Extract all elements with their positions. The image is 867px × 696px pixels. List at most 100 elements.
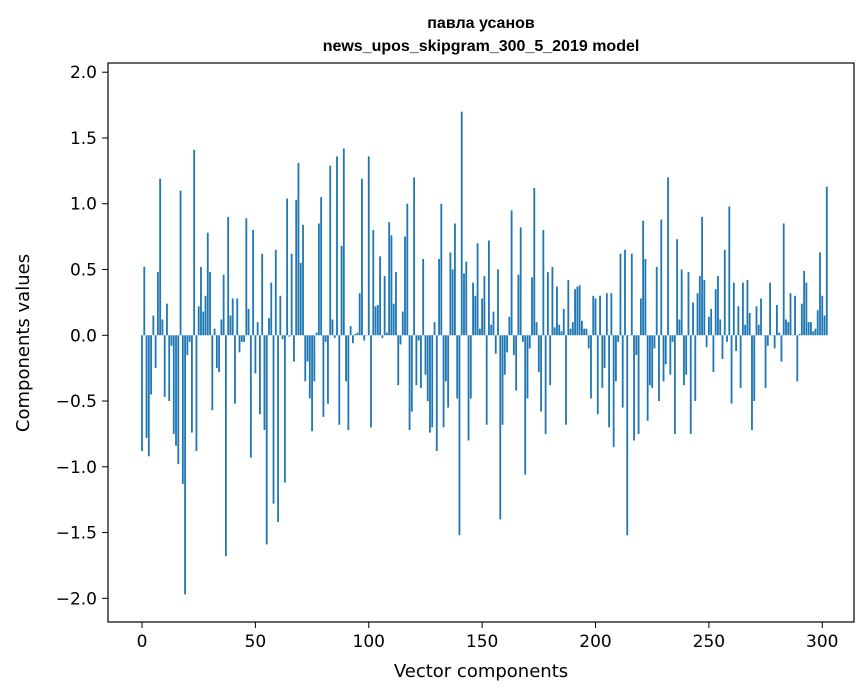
bar [268, 318, 270, 336]
bar [247, 308, 250, 336]
bar [773, 335, 776, 349]
bar [213, 328, 216, 336]
bar [397, 335, 400, 386]
bar [259, 335, 261, 415]
x-tick-label: 300 [806, 632, 838, 652]
bar [510, 210, 513, 336]
bar [206, 232, 209, 336]
bar [156, 272, 159, 336]
bar [764, 335, 767, 388]
bar [270, 282, 273, 336]
bar [540, 335, 542, 412]
bar [794, 295, 796, 336]
bar [150, 335, 152, 395]
bar [252, 230, 255, 336]
chart-title-line1: павла усанов [427, 15, 535, 32]
y-tick-label: 2.0 [70, 63, 97, 83]
bar [671, 335, 674, 342]
bar [356, 332, 359, 336]
bar [336, 156, 338, 336]
bar [610, 293, 613, 336]
bar [785, 319, 787, 336]
bar [406, 203, 409, 336]
bar [497, 269, 499, 336]
bar [358, 293, 361, 336]
bar [576, 286, 579, 336]
bar [590, 335, 592, 399]
bar [227, 216, 230, 336]
bar [481, 298, 484, 336]
bar [633, 335, 635, 441]
bar [499, 335, 502, 520]
bar [692, 302, 694, 336]
bar [789, 293, 792, 336]
bar [467, 335, 470, 441]
bar [601, 335, 604, 388]
bar [433, 322, 436, 336]
bar [240, 335, 243, 342]
bar [721, 335, 724, 359]
bar [519, 227, 522, 336]
bar [340, 245, 343, 336]
bar [469, 335, 472, 399]
bar [399, 335, 402, 345]
bar [746, 280, 749, 336]
bar [186, 335, 189, 355]
bar [444, 335, 447, 382]
bar [687, 272, 690, 336]
bar [803, 270, 806, 336]
bar [639, 298, 642, 336]
bar [642, 220, 645, 336]
bars-group [141, 111, 828, 595]
bar [703, 280, 706, 336]
bar [757, 324, 760, 336]
bar [644, 258, 647, 336]
bar [349, 326, 352, 336]
bar [551, 266, 554, 336]
x-tick-label: 150 [466, 632, 498, 652]
x-axis-ticks: 0 50 100 150 200 250 300 [137, 622, 838, 652]
bar [279, 295, 282, 336]
bar [161, 319, 164, 336]
bar [685, 335, 688, 375]
bar [728, 206, 731, 336]
bar [712, 335, 715, 373]
bar [456, 335, 459, 399]
bar [363, 335, 366, 341]
bar [170, 335, 173, 346]
bar [723, 249, 726, 336]
y-tick-label: −0.5 [56, 392, 97, 412]
bar [311, 335, 313, 432]
bar [485, 335, 488, 425]
bar [261, 253, 264, 336]
bar [567, 280, 570, 336]
bar [379, 256, 382, 336]
x-tick-label: 100 [353, 632, 385, 652]
bar [342, 148, 345, 336]
bar [315, 332, 318, 336]
bar [354, 333, 357, 336]
bar [658, 335, 660, 402]
bar [177, 335, 180, 465]
bar [460, 111, 463, 336]
bar [281, 335, 284, 340]
bar [617, 335, 620, 342]
bar [211, 335, 214, 411]
bar [172, 335, 175, 434]
bar [215, 335, 218, 369]
bar [370, 335, 372, 428]
bar [420, 335, 422, 388]
bar [478, 328, 481, 336]
x-tick-label: 200 [579, 632, 611, 652]
bar [717, 276, 719, 336]
bar [578, 285, 581, 336]
bar [306, 335, 309, 362]
bar [558, 324, 561, 336]
bar [254, 335, 257, 374]
bar [435, 335, 438, 452]
plot-frame [107, 62, 855, 623]
bar [705, 335, 708, 348]
bar [612, 335, 615, 448]
bar [778, 332, 781, 336]
bar [238, 335, 241, 353]
